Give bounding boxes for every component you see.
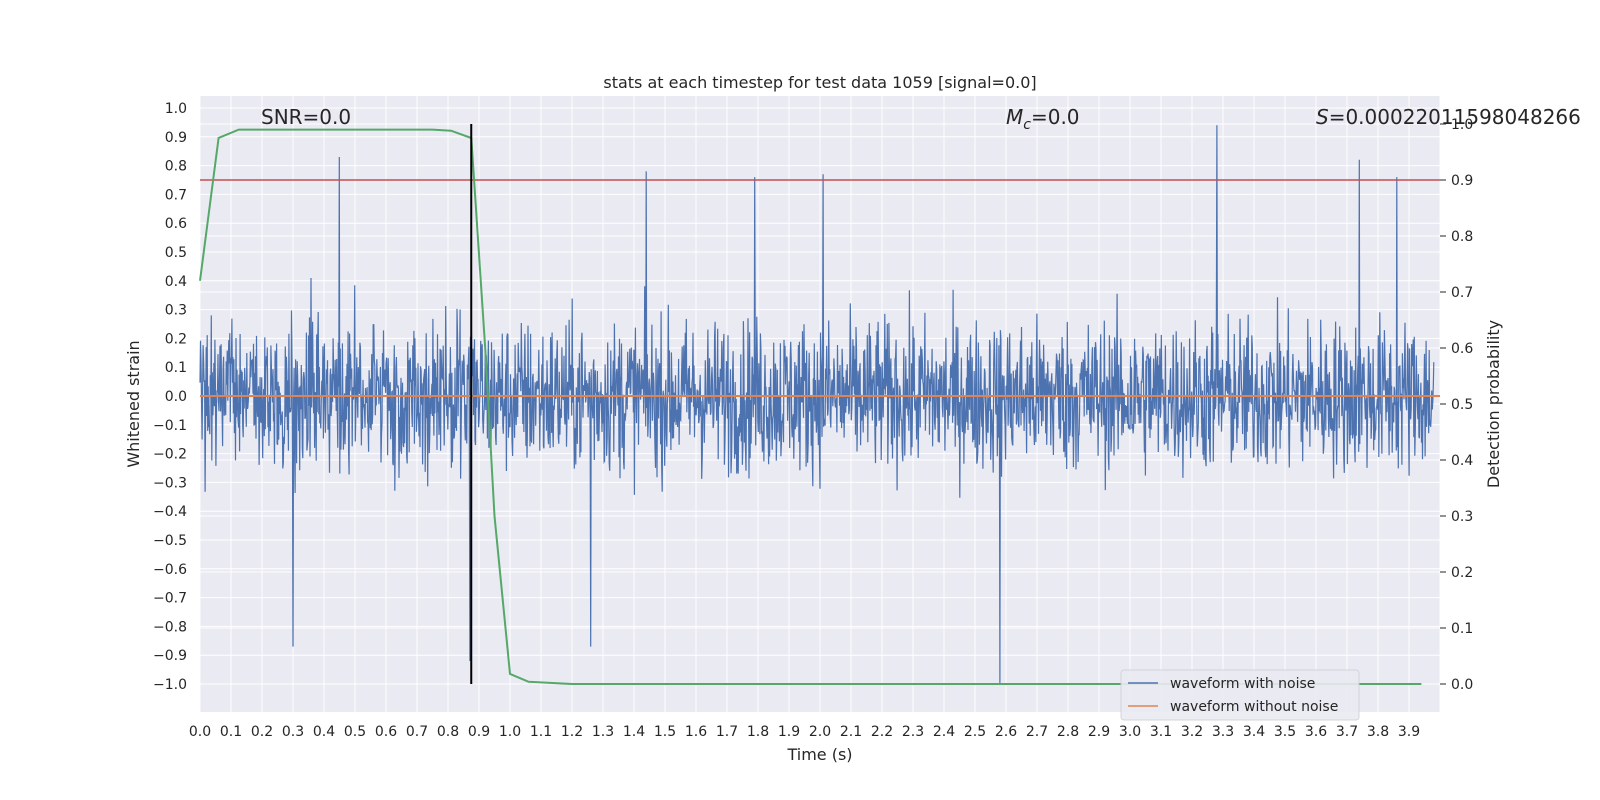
y-tick-label: 0.4 [165,274,187,290]
x-tick-label: 0.6 [375,724,397,740]
y2-tick-label: 1.0 [1451,117,1473,133]
y-tick-label: −0.3 [153,475,187,491]
y-tick-label: 0.8 [165,159,187,175]
y2-axis-label: Detection probability [1484,320,1503,488]
mc-symbol: M [1006,105,1023,129]
x-tick-label: 3.0 [1119,724,1141,740]
detection-probability-series [199,128,1422,685]
y-tick-label: −0.7 [153,591,187,607]
x-tick-label: 1.0 [499,724,521,740]
snr-annotation: SNR=0.0 [261,105,351,129]
y2-tick-label: 0.6 [1451,341,1473,357]
y2-tick-label: 0.4 [1451,453,1473,469]
y-tick-label: 0.7 [165,187,187,203]
y-tick-label: −1.0 [153,677,187,693]
y2-axis-ticks: 1.0 0.9 0.8 0.7 0.6 0.5 0.4 0.3 0.2 0.1 0.0 [1440,117,1473,693]
y2-tick-label: 0.1 [1451,621,1473,637]
x-tick-label: 1.3 [592,724,614,740]
legend-label-noise: waveform with noise [1170,676,1315,692]
x-tick-label: 2.5 [964,724,986,740]
y-tick-label: −0.4 [153,504,187,520]
y-tick-label: −0.5 [153,533,187,549]
x-tick-label: 0.2 [251,724,273,740]
legend-box [1120,669,1360,721]
chart-title: stats at each timestep for test data 105… [603,73,1036,92]
x-tick-label: 0.4 [313,724,335,740]
y-tick-label: 0.2 [165,331,187,347]
y-tick-label: 1.0 [165,101,187,117]
x-tick-label: 2.0 [809,724,831,740]
x-tick-label: 2.2 [871,724,893,740]
s-annotation: S=0.00022011598048266 [1316,105,1581,129]
y2-tick-label: 0.7 [1451,285,1473,301]
x-tick-label: 1.1 [530,724,552,740]
x-tick-label: 0.9 [468,724,490,740]
y2-tick-label: 0.2 [1451,565,1473,581]
x-tick-label: 1.7 [716,724,738,740]
x-tick-label: 3.7 [1336,724,1358,740]
x-tick-label: 2.7 [1026,724,1048,740]
x-tick-label: 3.6 [1305,724,1327,740]
y-tick-label: −0.6 [153,562,187,578]
y-tick-label: 0.0 [165,389,187,405]
x-tick-label: 2.6 [995,724,1017,740]
y-axis-ticks: 1.0 0.9 0.8 0.7 0.6 0.5 0.4 0.3 0.2 0.1 0.0 −0.1 −0.… [153,101,187,693]
mc-subscript: c [1023,117,1031,133]
x-tick-label: 3.5 [1274,724,1296,740]
x-tick-label: 0.0 [189,724,211,740]
x-tick-label: 1.2 [561,724,583,740]
x-tick-label: 0.3 [282,724,304,740]
x-tick-label: 0.7 [406,724,428,740]
waveform-with-noise-line [199,125,1435,685]
x-tick-label: 1.4 [623,724,645,740]
y2-tick-label: 0.3 [1451,509,1473,525]
mc-annotation: Mc=0.0 [1006,105,1080,133]
detection-probability-line [199,128,1422,685]
x-tick-label: 1.6 [685,724,707,740]
x-tick-label: 0.5 [344,724,366,740]
x-tick-label: 2.4 [933,724,955,740]
s-symbol: S [1316,105,1329,129]
y-tick-label: 0.5 [165,245,187,261]
y-tick-label: 0.3 [165,303,187,319]
y-tick-label: −0.9 [153,648,187,664]
y-tick-label: 0.6 [165,216,187,232]
x-tick-label: 1.8 [747,724,769,740]
legend-label-clean: waveform without noise [1170,699,1338,715]
y-tick-label: −0.8 [153,619,187,635]
y2-tick-label: 0.0 [1451,677,1473,693]
x-tick-label: 2.3 [902,724,924,740]
y-tick-label: −0.1 [153,418,187,434]
y2-tick-label: 0.5 [1451,397,1473,413]
y-tick-label: −0.2 [153,447,187,463]
x-tick-label: 2.1 [840,724,862,740]
y2-tick-label: 0.8 [1451,229,1473,245]
x-tick-label: 1.5 [654,724,676,740]
x-tick-label: 1.9 [778,724,800,740]
y-tick-label: 0.1 [165,360,187,376]
s-value: =0.00022011598048266 [1329,105,1581,129]
x-tick-label: 3.4 [1243,724,1265,740]
x-tick-label: 3.2 [1181,724,1203,740]
mc-value: =0.0 [1031,105,1080,129]
y-axis-label: Whitened strain [124,340,143,467]
x-tick-label: 2.8 [1057,724,1079,740]
y2-tick-label: 0.9 [1451,173,1473,189]
legend: waveform with noise waveform without noi… [1120,669,1360,721]
x-tick-label: 3.3 [1212,724,1234,740]
x-tick-label: 2.9 [1088,724,1110,740]
x-axis-ticks: 0.0 0.1 0.2 0.3 0.4 0.5 0.6 0.7 0.8 0.9 1.0 1.1 1.2 1… [189,724,1420,740]
x-tick-label: 3.1 [1150,724,1172,740]
x-axis-label: Time (s) [786,745,852,764]
waveform-with-noise-series [199,125,1435,685]
x-tick-label: 0.8 [437,724,459,740]
x-tick-label: 0.1 [220,724,242,740]
x-tick-label: 3.8 [1367,724,1389,740]
y-tick-label: 0.9 [165,130,187,146]
x-tick-label: 3.9 [1398,724,1420,740]
